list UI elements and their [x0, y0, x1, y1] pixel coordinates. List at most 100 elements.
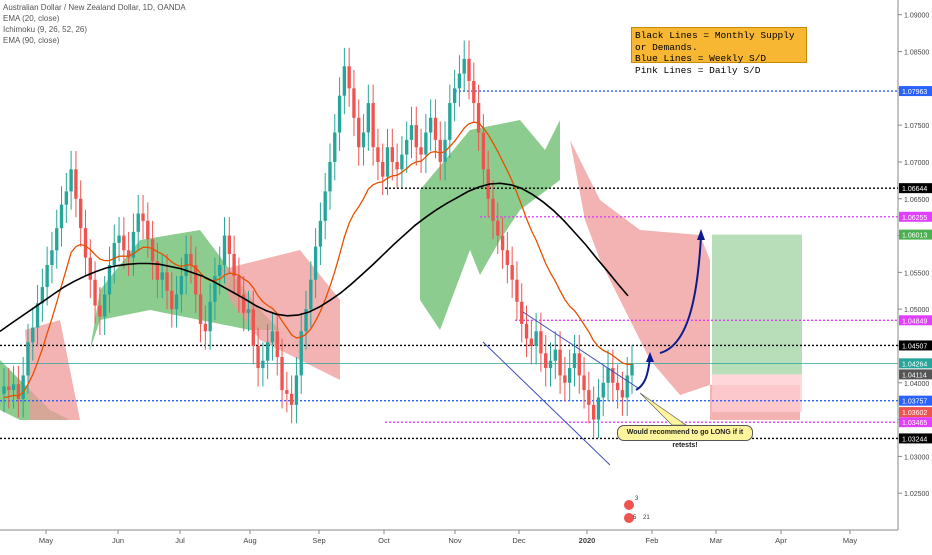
price-tag-10 [899, 369, 932, 380]
candle-body-88 [424, 132, 428, 155]
price-tag-label-2: 1.06255 [902, 215, 927, 222]
price-tag-8 [899, 229, 932, 240]
candle-body-39 [189, 253, 193, 265]
candle-body-93 [448, 103, 452, 140]
price-tick-label-0: 1.09000 [904, 13, 929, 20]
candle-body-13 [64, 191, 68, 205]
candle-body-34 [165, 272, 169, 291]
callout-pointer [639, 392, 687, 426]
candle-body-112 [539, 331, 543, 354]
candle-body-8 [40, 287, 45, 304]
candle-body-49 [237, 276, 241, 295]
candle-body-114 [548, 360, 553, 369]
candle-body-19 [93, 279, 97, 306]
candle-body-44 [213, 276, 217, 302]
retest-callout: Would recommend to go LONG if it retests… [617, 425, 753, 449]
candle-body-86 [414, 125, 418, 148]
candle-body-100 [481, 132, 486, 170]
candle-body-87 [419, 147, 423, 155]
price-tag-5 [899, 417, 932, 428]
projection-arrowhead-1 [646, 352, 654, 362]
candle-body-58 [280, 357, 284, 391]
candle-body-71 [342, 66, 347, 96]
event-count-2: 5 [633, 515, 637, 521]
candle-body-119 [572, 353, 577, 369]
candle-body-98 [472, 80, 476, 104]
candle-body-22 [107, 265, 112, 295]
candle-body-124 [596, 397, 601, 420]
candle-body-116 [558, 349, 562, 376]
cloud-bear-0 [25, 320, 80, 420]
candle-body-1 [7, 386, 11, 391]
candle-body-123 [591, 404, 596, 420]
candle-body-83 [400, 154, 404, 170]
candle-body-128 [615, 382, 620, 391]
time-label-4: Sep [312, 536, 325, 545]
indicator-ema20[interactable]: EMA (20, close) [3, 14, 60, 23]
candle-body-57 [275, 331, 279, 358]
price-tag-label-10: 1.04114 [902, 372, 927, 379]
candle-body-29 [141, 213, 145, 221]
candle-body-28 [136, 213, 140, 232]
candle-body-47 [227, 235, 231, 254]
candle-body-105 [505, 250, 510, 265]
candle-body-113 [544, 353, 548, 369]
candle-body-43 [208, 301, 212, 332]
price-tag-label-7: 1.03244 [902, 436, 927, 443]
price-tag-0 [899, 86, 932, 97]
price-tag-2 [899, 211, 932, 222]
candle-body-11 [55, 228, 59, 251]
wedge-lower-line [482, 341, 611, 466]
legend-line-pink: Pink Lines = Daily S/D [635, 64, 761, 76]
time-label-5: Oct [378, 536, 391, 545]
candle-body-96 [462, 58, 466, 74]
legend-line-black: Black Lines = Monthly Supply or Demands. [635, 30, 795, 53]
candle-body-21 [102, 294, 107, 317]
time-label-7: Dec [512, 536, 526, 545]
price-tick-label-12: 1.03000 [904, 454, 929, 461]
legend-note: Black Lines = Monthly Supply or Demands.… [631, 27, 807, 76]
candle-body-2 [11, 384, 16, 391]
candle-body-65 [313, 246, 318, 280]
candle-body-64 [309, 279, 313, 310]
price-tick-label-13: 1.02500 [904, 491, 929, 498]
target-zone [712, 234, 802, 375]
candle-body-85 [409, 125, 414, 140]
candle-body-74 [357, 117, 361, 148]
candle-body-45 [218, 265, 222, 277]
candle-body-55 [265, 342, 270, 361]
candle-body-0 [2, 386, 6, 394]
event-count-3: 21 [643, 515, 650, 521]
candle-body-81 [390, 147, 394, 162]
candle-body-91 [438, 139, 442, 162]
candle-body-95 [457, 73, 462, 89]
candle-body-4 [21, 375, 25, 399]
candle-body-20 [98, 305, 102, 317]
candle-body-48 [232, 253, 236, 277]
price-tick-label-4: 1.07000 [904, 160, 929, 167]
candle-body-31 [150, 239, 155, 262]
indicator-ema90[interactable]: EMA (90, close) [3, 36, 60, 45]
wedge-upper-line [522, 311, 639, 389]
candle-body-56 [270, 331, 275, 343]
indicator-ichimoku[interactable]: Ichimoku (9, 26, 52, 26) [3, 25, 88, 34]
candle-body-79 [381, 161, 385, 177]
ema20-line [3, 121, 632, 399]
candle-body-18 [88, 257, 92, 280]
candle-body-108 [520, 301, 524, 324]
candle-body-24 [117, 235, 121, 243]
candle-body-111 [534, 331, 538, 346]
candle-body-6 [31, 327, 35, 343]
price-tick-label-10: 1.04000 [904, 381, 929, 388]
candle-body-62 [299, 331, 303, 376]
projection-arrow-1 [635, 357, 651, 391]
candle-body-69 [333, 132, 337, 162]
time-label-2: Jul [175, 536, 185, 545]
candle-body-23 [112, 242, 116, 265]
candle-body-41 [198, 294, 203, 324]
candle-body-15 [74, 169, 78, 199]
candle-body-52 [251, 309, 255, 346]
candle-body-130 [625, 375, 629, 398]
